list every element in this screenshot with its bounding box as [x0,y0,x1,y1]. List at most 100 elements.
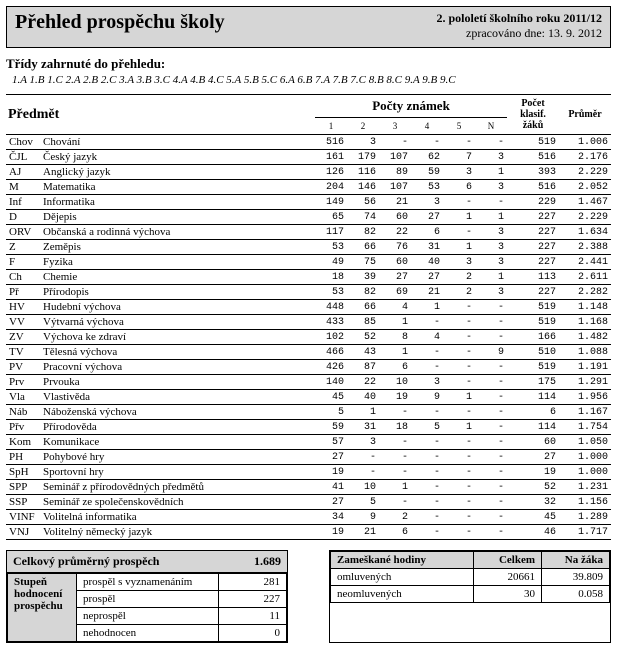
cell-grade: - [411,435,443,450]
cell-grade: - [475,450,507,465]
right-cell-label: neomluvených [331,586,474,603]
cell-grade: 75 [347,255,379,270]
cell-grade: 107 [379,150,411,165]
cell-grade: - [443,495,475,510]
cell-grade: 161 [315,150,347,165]
cell-avg: 2.441 [559,255,611,270]
cell-avg: 2.282 [559,285,611,300]
right-row: neomluvených300.058 [331,586,610,603]
cell-grade: 69 [379,285,411,300]
cell-grade: - [411,360,443,375]
right-cell-total: 20661 [474,569,542,586]
cell-grade: - [475,510,507,525]
col-grade-1: 1 [315,118,347,135]
cell-avg: 1.156 [559,495,611,510]
col-grade-5: 5 [443,118,475,135]
cell-abbr: SSP [6,495,40,510]
cell-avg: 1.482 [559,330,611,345]
cell-avg: 1.000 [559,450,611,465]
cell-grade: 1 [443,210,475,225]
table-row: PřPřírodopis53826921232272.282 [6,285,611,300]
cell-abbr: ORV [6,225,40,240]
cell-grade: 27 [411,270,443,285]
header-subtitle: 2. pololetí školního roku 2011/12 [437,11,603,26]
cell-grade: - [475,525,507,540]
cell-avg: 1.088 [559,345,611,360]
cell-count: 32 [507,495,559,510]
cell-abbr: TV [6,345,40,360]
cell-grade: - [443,360,475,375]
right-head1: Zameškané hodiny [331,552,474,569]
col-counts: Počty známek [315,95,507,118]
cell-grade: 53 [411,180,443,195]
cell-grade: - [443,510,475,525]
cell-grade: 6 [379,360,411,375]
cell-grade: 60 [379,255,411,270]
cell-name: Český jazyk [40,150,315,165]
cell-grade: - [411,315,443,330]
left-cell-val: 281 [219,574,287,591]
header-bar: Přehled prospěchu školy 2. pololetí škol… [6,6,611,48]
cell-abbr: Inf [6,195,40,210]
summary-box-right: Zameškané hodiny Celkem Na žáka omluvený… [329,550,611,643]
cell-grade: - [379,405,411,420]
classes-label: Třídy zahrnuté do přehledu: [6,56,611,72]
cell-grade: 6 [411,225,443,240]
cell-abbr: Přv [6,420,40,435]
cell-grade: 65 [315,210,347,225]
grades-table: Předmět Počty známek Počet klasif. žáků … [6,94,611,540]
cell-grade: 45 [315,390,347,405]
cell-name: Hudební výchova [40,300,315,315]
cell-grade: 3 [475,180,507,195]
table-row: ChChemie18392727211132.611 [6,270,611,285]
cell-grade: 204 [315,180,347,195]
cell-grade: - [475,330,507,345]
table-row: KomKomunikace573----601.050 [6,435,611,450]
right-cell-label: omluvených [331,569,474,586]
cell-avg: 1.467 [559,195,611,210]
right-row: omluvených2066139.809 [331,569,610,586]
cell-grade: - [475,435,507,450]
cell-grade: - [411,345,443,360]
cell-abbr: VV [6,315,40,330]
cell-abbr: Náb [6,405,40,420]
cell-grade: 1 [443,420,475,435]
cell-count: 516 [507,150,559,165]
cell-count: 227 [507,255,559,270]
cell-abbr: Kom [6,435,40,450]
cell-grade: - [411,525,443,540]
cell-grade: 66 [347,240,379,255]
cell-abbr: SPP [6,480,40,495]
cell-count: 229 [507,195,559,210]
table-row: InfInformatika14956213--2291.467 [6,195,611,210]
cell-avg: 1.291 [559,375,611,390]
cell-grade: 3 [347,135,379,150]
col-grade-4: 4 [411,118,443,135]
cell-count: 27 [507,450,559,465]
cell-count: 114 [507,390,559,405]
cell-grade: 22 [347,375,379,390]
cell-grade: - [411,480,443,495]
cell-count: 60 [507,435,559,450]
cell-count: 166 [507,330,559,345]
cell-grade: 3 [475,150,507,165]
table-row: ORVObčanská a rodinná výchova11782226-32… [6,225,611,240]
cell-grade: - [411,495,443,510]
cell-abbr: ČJL [6,150,40,165]
cell-grade: 3 [411,195,443,210]
cell-avg: 1.289 [559,510,611,525]
cell-grade: 21 [347,525,379,540]
cell-avg: 2.388 [559,240,611,255]
cell-grade: 74 [347,210,379,225]
left-cell-val: 227 [219,591,287,608]
cell-grade: - [347,465,379,480]
right-head2: Celkem [474,552,542,569]
cell-avg: 2.176 [559,150,611,165]
table-row: ZVVýchova ke zdraví1025284--1661.482 [6,330,611,345]
col-grade-3: 3 [379,118,411,135]
cell-grade: - [475,135,507,150]
cell-count: 393 [507,165,559,180]
cell-abbr: HV [6,300,40,315]
cell-grade: 1 [379,480,411,495]
cell-avg: 2.052 [559,180,611,195]
